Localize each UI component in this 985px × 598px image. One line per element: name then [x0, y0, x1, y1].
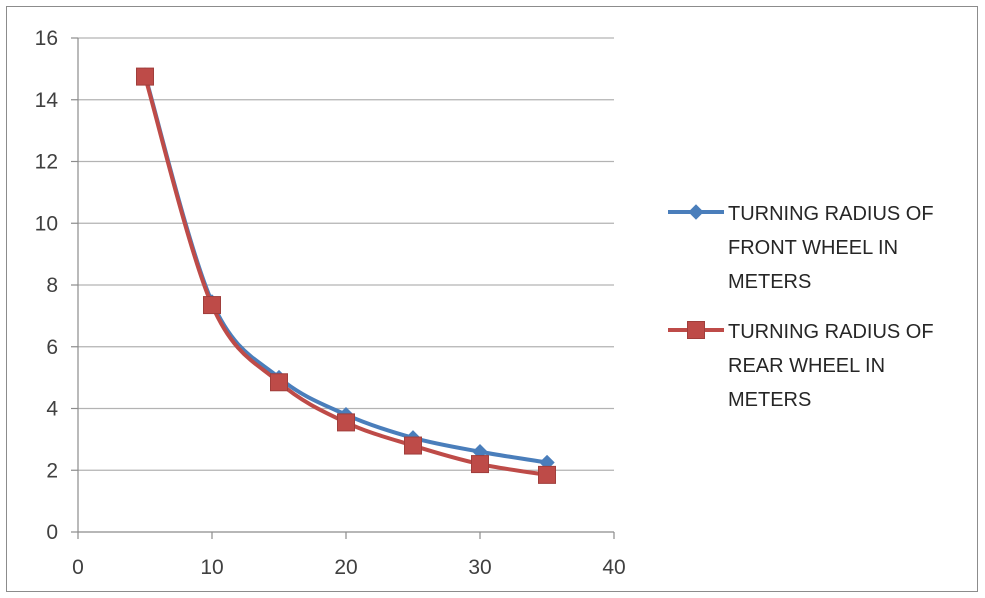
- y-tick-label: 12: [35, 151, 58, 174]
- x-tick-label: 20: [334, 556, 357, 579]
- data-point-square: [538, 465, 556, 484]
- data-point-square: [136, 67, 154, 86]
- y-tick-label: 6: [46, 336, 58, 359]
- y-tick-label: 0: [46, 521, 58, 544]
- y-tick-label: 10: [35, 212, 58, 235]
- legend-entry-rear-wheel: TURNING RADIUS OF REAR WHEEL IN METERS: [668, 321, 934, 411]
- data-point-square: [404, 436, 422, 455]
- legend-marker: [688, 204, 704, 220]
- gridlines: [78, 37, 614, 471]
- y-tick-label: 16: [35, 27, 58, 50]
- x-tick-label: 30: [468, 556, 491, 579]
- legend-marker: [687, 321, 705, 339]
- legend-entry-front-wheel: TURNING RADIUS OF FRONT WHEEL IN METERS: [668, 203, 934, 293]
- axes: 0 2 4 6 8 10 12 14 16 0 10 20 30 40: [35, 27, 626, 579]
- legend-label-line: TURNING RADIUS OF: [728, 321, 934, 343]
- data-point-square: [270, 373, 288, 392]
- x-tick-label: 10: [200, 556, 223, 579]
- y-tick-label: 8: [46, 274, 58, 297]
- series-line: [143, 74, 548, 465]
- x-tick-label: 40: [602, 556, 625, 579]
- legend-label-line: REAR WHEEL IN: [728, 355, 885, 377]
- y-tick-label: 2: [46, 459, 58, 482]
- legend-label-line: METERS: [728, 271, 811, 293]
- chart-frame: [6, 6, 978, 592]
- legend-label-line: TURNING RADIUS OF: [728, 203, 934, 225]
- data-point-square: [203, 296, 221, 315]
- series-layer: [136, 67, 556, 484]
- y-tick-label: 14: [35, 89, 59, 112]
- legend-label-line: METERS: [728, 389, 811, 411]
- data-point-square: [337, 413, 355, 432]
- y-tick-label: 4: [46, 398, 58, 421]
- legend-label-line: FRONT WHEEL IN: [728, 237, 898, 259]
- x-tick-label: 0: [72, 556, 84, 579]
- series-rear-wheel: [136, 67, 556, 484]
- data-point-square: [471, 455, 489, 474]
